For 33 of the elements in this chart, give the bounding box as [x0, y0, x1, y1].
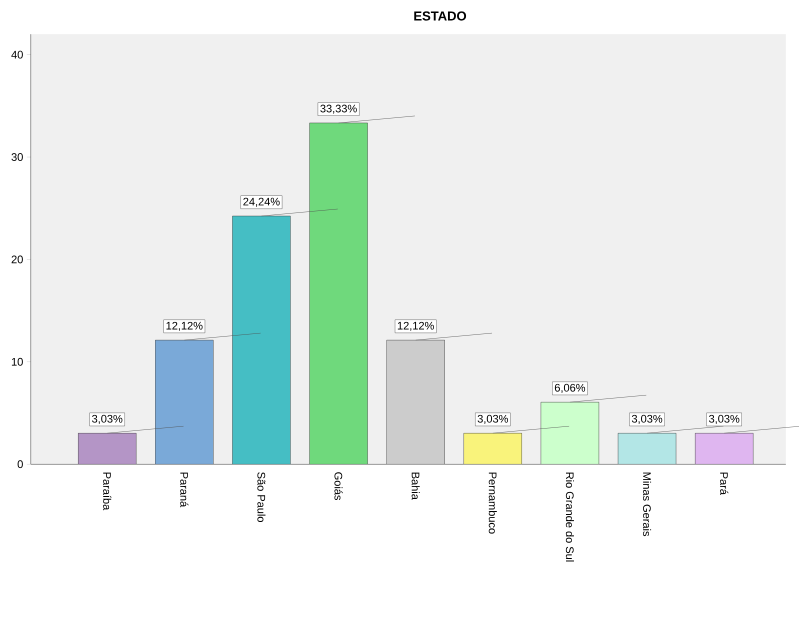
- y-tick-label: 30: [12, 153, 23, 161]
- data-label: 3,03%: [478, 414, 508, 424]
- x-tick-label: Paraíba: [103, 472, 112, 510]
- data-label: 3,03%: [632, 414, 662, 424]
- data-label: 3,03%: [708, 414, 740, 424]
- x-tick-label: Pará: [720, 472, 728, 495]
- data-label: 12,12%: [166, 322, 203, 331]
- bar: [309, 122, 368, 464]
- bar: [464, 432, 522, 464]
- bar: [540, 402, 600, 464]
- y-tick-label: 40: [11, 50, 23, 59]
- bar: [386, 340, 445, 464]
- bar: [155, 340, 214, 464]
- data-label: 24,24%: [243, 198, 280, 207]
- x-tick-label: Bahia: [412, 472, 420, 500]
- bar: [232, 216, 291, 464]
- bar: [78, 432, 136, 464]
- y-tick-label: 10: [12, 358, 23, 366]
- bar: [618, 432, 676, 464]
- chart-title: ESTADO: [414, 11, 466, 21]
- x-tick-label: Rio Grande do Sul: [566, 472, 574, 562]
- data-label: 33,33%: [320, 104, 357, 114]
- x-tick-label: Paraná: [180, 472, 188, 508]
- data-label: 12,12%: [398, 322, 434, 331]
- x-tick-label: Pernambuco: [488, 472, 497, 534]
- x-tick-label: Minas Gerais: [643, 472, 652, 536]
- y-tick-label: 20: [12, 256, 23, 264]
- y-tick-label: 0: [18, 460, 23, 468]
- x-tick-label: São Paulo: [257, 472, 266, 522]
- bar: [694, 432, 754, 464]
- data-label: 3,03%: [92, 414, 122, 424]
- x-tick-label: Goiás: [334, 472, 343, 500]
- data-label: 6,06%: [554, 384, 586, 393]
